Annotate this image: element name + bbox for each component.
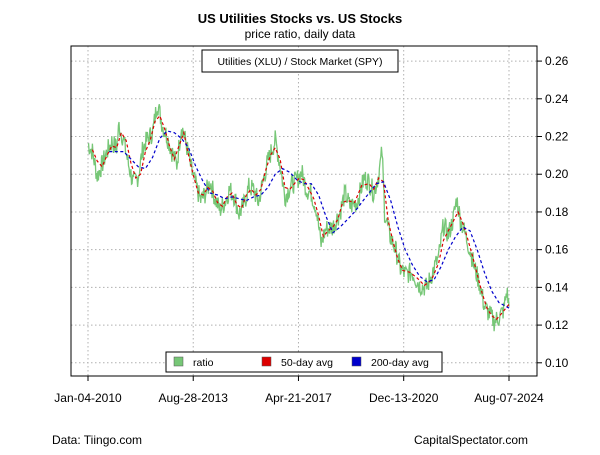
series-averages-group <box>91 114 510 321</box>
x-tick-label-2: Apr-21-2017 <box>265 391 332 405</box>
y-tick-label-5: 0.20 <box>545 167 569 181</box>
x-tick-label-0: Jan-04-2010 <box>54 391 122 405</box>
x-tick-label-4: Aug-07-2024 <box>474 391 544 405</box>
legend-item-200-day-avg-swatch <box>351 356 362 367</box>
series-line-ratio <box>87 104 510 332</box>
series-ratio-group <box>87 104 510 332</box>
grid <box>71 46 537 376</box>
y-tick-label-8: 0.26 <box>545 54 569 68</box>
footer-credit: CapitalSpectator.com <box>414 433 528 447</box>
x-axis: Jan-04-2010 Aug-28-2013 Apr-21-2017 Dec-13-… <box>54 376 544 405</box>
series-line-200-day-avg <box>109 130 510 309</box>
legend: ratio 50-day avg 200-day avg <box>165 351 443 373</box>
chart-title: US Utilities Stocks vs. US Stocks <box>198 11 402 26</box>
series-line-50-day-avg <box>91 114 510 321</box>
legend-item-ratio-label: ratio <box>193 357 214 369</box>
y-tick-label-6: 0.22 <box>545 130 569 144</box>
y-tick-label-1: 0.12 <box>545 318 569 332</box>
chart-subtitle: price ratio, daily data <box>245 27 356 41</box>
y-axis: 0.10 0.12 0.14 0.16 0.18 0.20 0.22 0.24 0.26 <box>537 54 569 370</box>
series-label-box: Utilities (XLU) / Stock Market (SPY) <box>201 49 399 73</box>
legend-item-200-day-avg-label: 200-day avg <box>371 357 429 369</box>
y-tick-label-7: 0.24 <box>545 92 569 106</box>
series-label-text: Utilities (XLU) / Stock Market (SPY) <box>217 56 382 68</box>
legend-item-50-day-avg-swatch <box>261 356 272 367</box>
x-tick-label-3: Dec-13-2020 <box>369 391 439 405</box>
legend-item-50-day-avg-label: 50-day avg <box>281 357 333 369</box>
legend-item-ratio-swatch <box>173 356 184 367</box>
plot-area-frame <box>70 45 538 377</box>
x-tick-label-1: Aug-28-2013 <box>159 391 229 405</box>
footer-source: Data: Tiingo.com <box>52 433 142 447</box>
y-tick-label-0: 0.10 <box>545 356 569 370</box>
y-tick-label-4: 0.18 <box>545 205 569 219</box>
y-tick-label-2: 0.14 <box>545 280 569 294</box>
legend-frame <box>165 351 443 373</box>
y-tick-label-3: 0.16 <box>545 243 569 257</box>
